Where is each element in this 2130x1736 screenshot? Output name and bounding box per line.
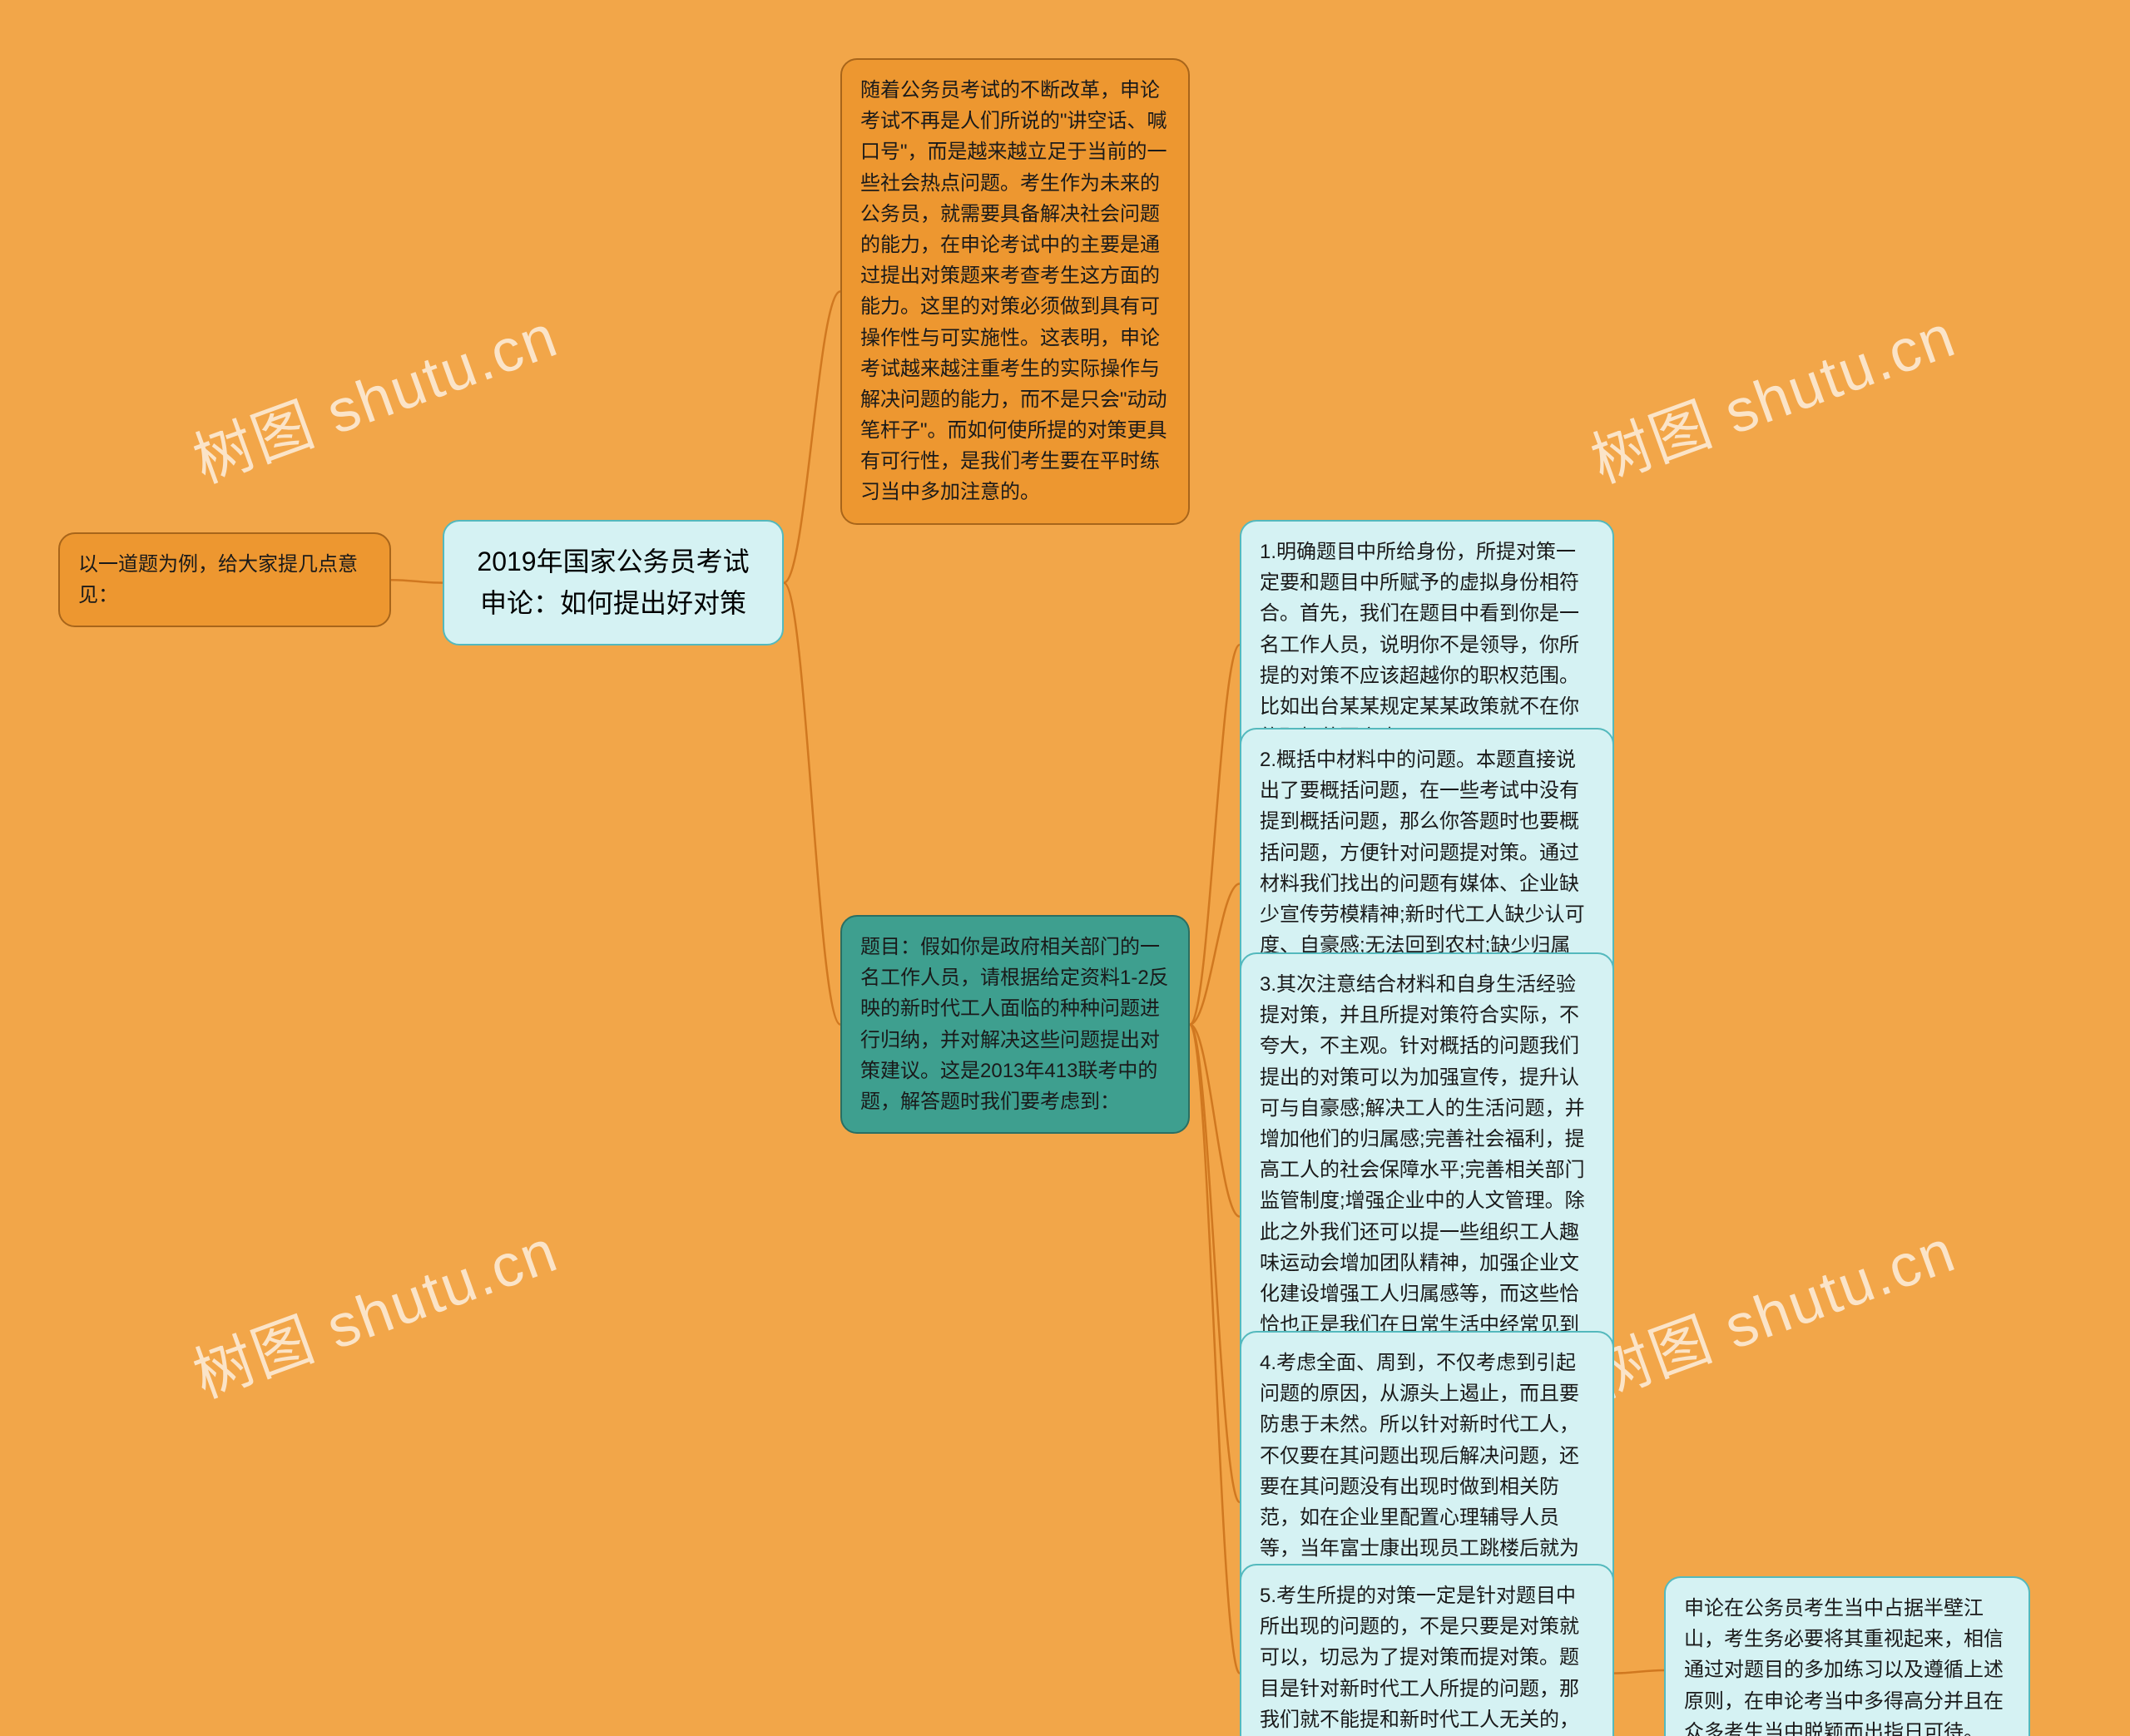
left-intro-node[interactable]: 以一道题为例，给大家提几点意见： — [58, 532, 391, 627]
root-node[interactable]: 2019年国家公务员考试申论：如何提出好对策 — [443, 520, 784, 645]
watermark: 树图 shutu.cn — [180, 287, 567, 499]
watermark: 树图 shutu.cn — [1578, 1202, 1965, 1414]
context-paragraph-node[interactable]: 随着公务员考试的不断改革，申论考试不再是人们所说的"讲空话、喊口号"，而是越来越… — [840, 58, 1190, 525]
question-node[interactable]: 题目：假如你是政府相关部门的一名工作人员，请根据给定资料1-2反映的新时代工人面… — [840, 915, 1190, 1134]
watermark: 树图 shutu.cn — [1578, 287, 1965, 499]
point-5-node[interactable]: 5.考生所提的对策一定是针对题目中所出现的问题的，不是只要是对策就可以，切忌为了… — [1240, 1564, 1614, 1736]
conclusion-node[interactable]: 申论在公务员考生当中占据半壁江山，考生务必要将其重视起来，相信通过对题目的多加练… — [1664, 1576, 2030, 1736]
watermark: 树图 shutu.cn — [180, 1202, 567, 1414]
